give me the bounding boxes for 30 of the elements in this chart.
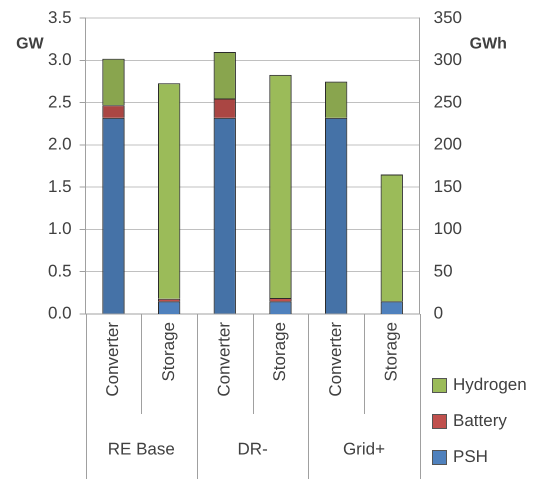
y-tick-label: 2.5	[48, 92, 72, 112]
legend-label: Hydrogen	[453, 375, 527, 395]
text: Grid+	[342, 440, 386, 459]
y-tick-label: 2.0	[48, 134, 72, 154]
y-tick-label: 1.0	[48, 219, 72, 238]
y-tick-label: 3.5	[48, 8, 72, 27]
text: RE Base	[108, 440, 175, 459]
x-tick-label: Storage	[270, 322, 290, 382]
y2-tick-label: 200	[434, 134, 462, 154]
y2-axis-title: GWh	[470, 36, 507, 53]
y-tick-label: 0.0	[48, 304, 72, 323]
x-tick-label: Converter	[103, 322, 122, 397]
y-tick-label: 3.0	[48, 50, 72, 70]
y-axis-title: GW	[16, 36, 45, 53]
y2-tick-label: 150	[434, 176, 462, 196]
y2-tick-label: 50	[434, 261, 453, 280]
y2-tick-label: 300	[434, 50, 462, 70]
x-tick-label: Converter	[214, 322, 234, 397]
y2-tick-label: 250	[434, 92, 462, 112]
text: DR-	[238, 440, 268, 459]
x-tick-label: Converter	[326, 322, 345, 397]
y2-tick-label: 0	[434, 304, 444, 323]
y-tick-label: 0.5	[48, 261, 72, 280]
x-tick-label: Storage	[381, 322, 400, 382]
y2-tick-label: 350	[434, 8, 462, 27]
x-tick-label: Storage	[158, 322, 178, 382]
y2-tick-label: 100	[434, 219, 462, 238]
legend-label: Battery	[453, 411, 507, 431]
legend-label: PSH	[453, 447, 488, 467]
y-tick-label: 1.5	[48, 176, 72, 196]
